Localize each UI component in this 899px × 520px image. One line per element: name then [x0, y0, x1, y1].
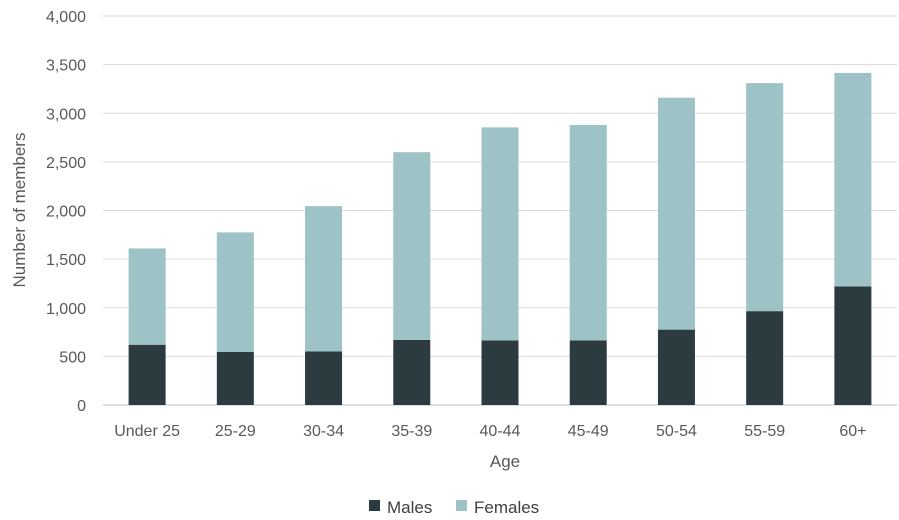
x-tick-label: 60+ [839, 423, 866, 440]
legend-label-males: Males [387, 498, 432, 517]
legend: Males Females [369, 498, 539, 517]
bar-females-1 [216, 232, 254, 352]
bar-females-8 [834, 72, 872, 287]
bar-males-8 [834, 286, 872, 405]
bar-females-6 [657, 97, 695, 330]
legend-swatch-males [369, 500, 380, 511]
y-tick-label: 4,000 [46, 9, 86, 26]
bars [128, 72, 872, 405]
y-axis-ticks: 0 500 1,000 1,500 2,000 2,500 3,000 3,500 4,000 [46, 9, 86, 415]
bar-males-1 [216, 351, 254, 405]
x-tick-label: 25-29 [215, 423, 256, 440]
y-tick-label: 3,000 [46, 106, 86, 123]
y-tick-label: 0 [77, 398, 86, 415]
x-axis-title: Age [490, 452, 520, 471]
bar-females-0 [128, 248, 166, 345]
legend-label-females: Females [474, 498, 539, 517]
y-tick-label: 500 [59, 349, 86, 366]
y-tick-label: 3,500 [46, 58, 86, 75]
bar-males-2 [305, 351, 343, 405]
bar-females-7 [746, 83, 784, 312]
x-tick-label: 30-34 [303, 423, 344, 440]
x-tick-label: 50-54 [656, 423, 697, 440]
bar-males-5 [569, 340, 607, 405]
x-tick-label: 45-49 [568, 423, 609, 440]
bar-females-5 [569, 124, 607, 341]
x-tick-label: 35-39 [391, 423, 432, 440]
bar-females-2 [305, 206, 343, 352]
y-axis-title: Number of members [10, 133, 29, 288]
bar-females-4 [481, 127, 519, 341]
bar-females-3 [393, 152, 431, 340]
bar-males-6 [657, 329, 695, 405]
x-tick-label: 40-44 [480, 423, 521, 440]
x-tick-label: Under 25 [114, 423, 180, 440]
legend-swatch-females [456, 500, 467, 511]
x-axis-ticks: Under 25 25-29 30-34 35-39 40-44 45-49 50-54 55… [114, 423, 866, 440]
bar-males-4 [481, 340, 519, 405]
bar-males-7 [746, 311, 784, 405]
y-tick-label: 2,500 [46, 155, 86, 172]
y-tick-label: 1,000 [46, 301, 86, 318]
y-tick-label: 1,500 [46, 252, 86, 269]
bar-males-0 [128, 344, 166, 405]
bar-males-3 [393, 339, 431, 405]
y-tick-label: 2,000 [46, 204, 86, 221]
x-tick-label: 55-59 [744, 423, 785, 440]
